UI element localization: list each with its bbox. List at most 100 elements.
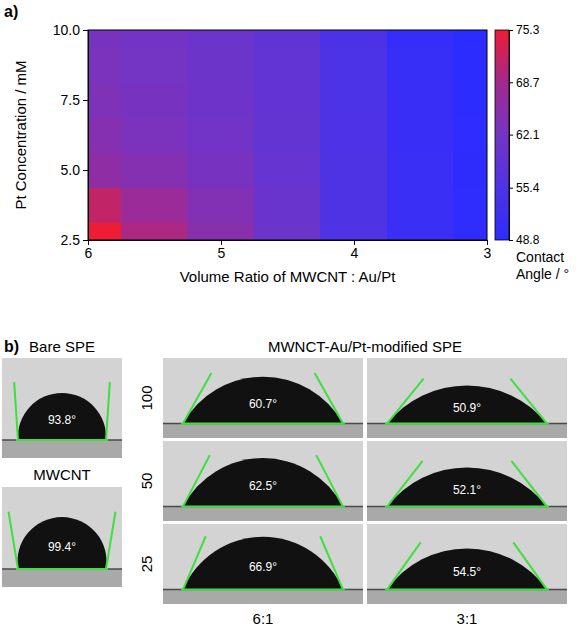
heatmap-cell <box>187 47 254 83</box>
tick-label: 7.5 <box>61 92 81 108</box>
tick-label: 5.0 <box>61 162 81 178</box>
tick-mark <box>83 170 88 171</box>
image-background <box>163 524 363 604</box>
tangent-line <box>106 512 115 569</box>
heatmap-cell <box>88 187 122 223</box>
image-background <box>367 524 567 604</box>
row-label: 25 <box>138 556 155 573</box>
heatmap-cell <box>121 47 188 83</box>
heatmap-cell <box>387 187 454 223</box>
substrate <box>163 507 363 521</box>
droplet-image: 52.1° <box>367 441 567 521</box>
tick: 5.0 <box>61 162 88 178</box>
tick: 68.7 <box>509 76 540 90</box>
heatmap-cell <box>453 117 487 153</box>
tick: 48.8 <box>509 233 540 247</box>
heatmap-cell <box>254 152 321 188</box>
tangent-line <box>106 382 110 440</box>
baseline <box>16 568 108 570</box>
substrate-edge <box>367 423 567 425</box>
heatmap-cell <box>121 117 188 153</box>
tick: 6 <box>85 240 93 261</box>
substrate <box>163 590 363 604</box>
heatmap-cell <box>121 152 188 188</box>
y-axis-title: Pt Concentration / mM <box>12 60 29 209</box>
substrate-edge <box>163 423 363 425</box>
image-background <box>163 358 363 438</box>
heatmap-cell <box>187 152 254 188</box>
baseline <box>16 439 108 441</box>
row-label: 100 <box>138 385 155 410</box>
tick-label: 6 <box>85 245 93 261</box>
tangent-lines <box>181 373 345 424</box>
angle-label: 52.1° <box>453 483 481 497</box>
heatmap-cell <box>387 82 454 118</box>
tangent-line <box>183 536 206 589</box>
heatmap-cell <box>453 82 487 118</box>
heatmap-cell <box>88 47 122 83</box>
substrate <box>2 440 122 458</box>
colorbar <box>495 30 509 240</box>
droplet-image: 54.5° <box>367 524 567 604</box>
heatmap-cells <box>88 30 487 240</box>
tangent-line <box>315 373 343 424</box>
substrate-edge <box>163 506 363 508</box>
heatmap-cell <box>254 30 321 48</box>
heatmap-cell <box>320 222 387 240</box>
tick: 5 <box>218 240 226 261</box>
baseline <box>385 589 549 591</box>
heatmap-cell <box>121 82 188 118</box>
droplet <box>183 377 343 424</box>
image-background <box>2 358 122 458</box>
baseline <box>385 506 549 508</box>
tick-mark <box>83 240 88 241</box>
y-axis: 2.55.07.510.0 <box>53 22 89 248</box>
angle-label: 93.8° <box>48 413 76 427</box>
angle-label: 54.5° <box>453 565 481 579</box>
substrate <box>163 424 363 438</box>
substrate <box>367 590 567 604</box>
tick-mark <box>83 30 88 31</box>
heatmap-cell <box>453 152 487 188</box>
heatmap-cell <box>387 30 454 48</box>
droplet-image: 60.7° <box>163 358 363 438</box>
heatmap-cell <box>187 222 254 240</box>
heatmap-cell <box>254 187 321 223</box>
tangent-line <box>387 379 424 424</box>
tangent-line <box>513 542 547 589</box>
heatmap-cell <box>254 222 321 240</box>
image-background <box>367 358 567 438</box>
heatmap-cell <box>320 187 387 223</box>
heatmap-cell <box>121 187 188 223</box>
substrate <box>367 507 567 521</box>
tangent-line <box>9 512 18 569</box>
tick-label: 4 <box>351 245 359 261</box>
colorbar-title: ContactAngle / ° <box>516 249 569 282</box>
heatmap-cell <box>453 47 487 83</box>
x-axis-title: Volume Ratio of MWCNT : Au/Pt <box>180 268 396 285</box>
heatmap-cell <box>88 117 122 153</box>
tick-label: 5 <box>218 245 226 261</box>
tangent-lines <box>181 455 345 506</box>
tick: 10.0 <box>53 22 88 38</box>
tick-mark <box>83 100 88 101</box>
heatmap-cell <box>387 152 454 188</box>
tick-label: 62.1 <box>516 128 540 142</box>
tick-label: 68.7 <box>516 76 540 90</box>
tick: 7.5 <box>61 92 88 108</box>
group-title: MWNCT-Au/Pt-modified SPE <box>268 338 462 355</box>
angle-label: 66.9° <box>249 560 277 574</box>
image-title: Bare SPE <box>29 338 95 355</box>
heatmap-cell <box>121 222 188 240</box>
column-label: 3:1 <box>457 610 478 627</box>
tick: 55.4 <box>509 181 540 195</box>
heatmap-cell <box>88 222 122 240</box>
column-label: 6:1 <box>253 610 274 627</box>
y-axis-line <box>88 31 89 241</box>
angle-label: 50.9° <box>453 401 481 415</box>
tangent-line <box>387 461 423 507</box>
substrate-edge <box>2 439 122 441</box>
heatmap-cell <box>387 47 454 83</box>
substrate-edge <box>367 506 567 508</box>
tangent-lines <box>385 542 549 589</box>
